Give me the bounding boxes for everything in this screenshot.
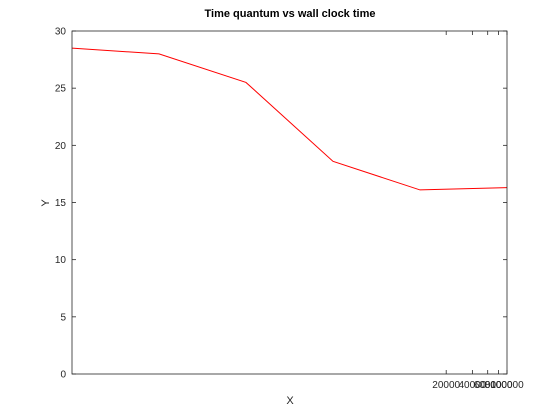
x-tick-label-0: 20000 [432,380,460,391]
x-tick-label-1: 40000 [458,380,486,391]
y-tick-label-5: 25 [55,84,67,95]
y-tick-label-4: 20 [55,141,67,152]
x-tick-label-3: 80000 [485,380,513,391]
series-layer [71,47,508,191]
y-tick-label-6: 30 [55,27,67,38]
x-tick-label-2: 60000 [474,380,502,391]
y-tick-label-3: 15 [55,198,67,209]
y-tick-label-0: 0 [60,370,66,381]
plot-frame [71,30,508,375]
chart-title: Time quantum vs wall clock time [205,8,376,20]
x-axis-label: X [286,395,294,407]
series-line-0 [71,47,508,191]
y-tick-label-2: 10 [55,255,67,266]
y-axis-ticks: 0 5 10 15 20 25 30 [55,27,507,381]
y-tick-label-1: 5 [60,312,66,323]
x-tick-label-4: 100000 [490,380,524,391]
y-axis-label: Y [40,199,52,207]
